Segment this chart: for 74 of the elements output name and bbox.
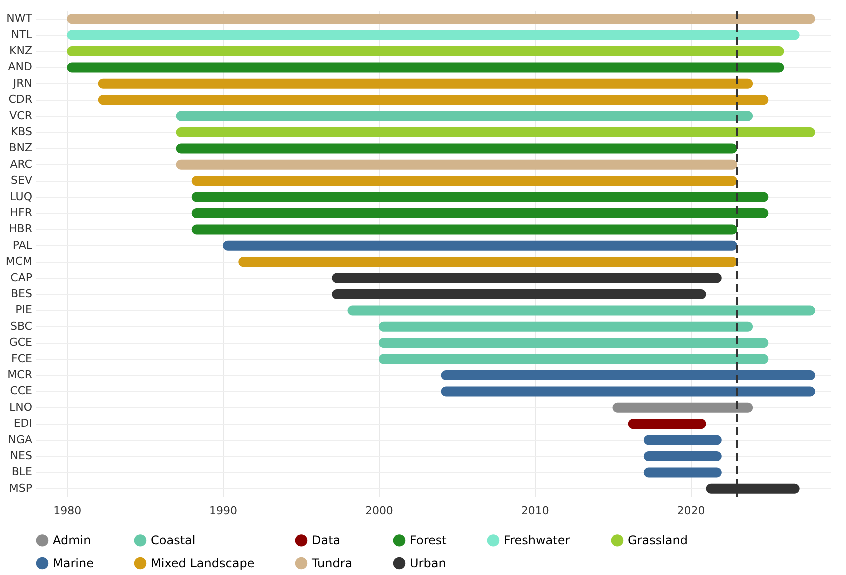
y-tick-label: EDI: [14, 417, 32, 430]
y-tick-label: CCE: [10, 384, 33, 398]
legend-label: Data: [312, 534, 341, 548]
y-tick-label: NWT: [6, 12, 33, 26]
bar: [192, 208, 769, 218]
bar: [67, 62, 784, 73]
legend-label: Freshwater: [504, 534, 570, 548]
bar: [644, 468, 722, 478]
bar: [176, 128, 816, 138]
y-tick-label: SEV: [11, 174, 33, 188]
y-tick-label: CDR: [8, 93, 33, 106]
bar: [192, 192, 769, 202]
y-tick-label: VCR: [10, 109, 33, 122]
y-tick-label: GCE: [9, 336, 33, 350]
y-tick-label: LUQ: [10, 190, 33, 204]
bar: [176, 144, 738, 154]
legend-label: Coastal: [151, 534, 196, 548]
y-tick-label: LNO: [9, 400, 33, 414]
y-tick-label: BLE: [12, 466, 33, 479]
y-tick-label: JRN: [12, 76, 32, 90]
y-tick-label: PIE: [16, 304, 33, 317]
y-tick-label: BES: [11, 288, 33, 300]
bar: [98, 95, 769, 106]
bar: [644, 435, 722, 446]
y-tick-label: KNZ: [10, 44, 33, 58]
legend-label: Urban: [410, 556, 446, 570]
bar: [378, 322, 754, 332]
y-tick-label: FCE: [12, 352, 33, 366]
bar: [628, 419, 706, 430]
bar: [98, 78, 754, 89]
bar: [67, 46, 784, 56]
legend-label: Marine: [53, 556, 94, 570]
bar: [192, 224, 738, 235]
y-tick-label: HFR: [10, 206, 33, 220]
x-tick-label: 2000: [365, 504, 394, 518]
x-tick-label: 1980: [54, 504, 82, 518]
y-tick-label: NTL: [11, 28, 34, 42]
bar: [192, 176, 738, 186]
legend-label: Admin: [53, 534, 92, 548]
legend-label: Tundra: [311, 556, 353, 570]
y-tick-label: BNZ: [9, 142, 33, 155]
bar: [441, 370, 816, 380]
bar: [332, 290, 706, 300]
legend-label: Mixed Landscape: [151, 556, 255, 570]
bar: [348, 306, 816, 316]
x-tick-label: 1990: [210, 504, 238, 518]
y-tick-label: PAL: [12, 238, 34, 252]
bar: [223, 240, 738, 251]
bar: [67, 30, 800, 40]
bar: [378, 354, 769, 364]
bar: [238, 257, 738, 268]
y-tick-label: ARC: [10, 158, 33, 171]
y-tick-label: NES: [10, 450, 33, 462]
bar: [176, 160, 738, 170]
bar: [67, 14, 816, 24]
y-tick-label: SBC: [10, 320, 33, 333]
y-tick-label: KBS: [10, 126, 33, 138]
y-tick-label: CAP: [10, 271, 33, 284]
legend-label: Forest: [410, 534, 448, 548]
y-tick-label: MCM: [6, 255, 32, 268]
x-tick-label: 2020: [677, 504, 706, 518]
y-tick-label: NGA: [8, 433, 33, 446]
y-tick-label: MSP: [9, 482, 33, 495]
bar: [644, 452, 722, 462]
y-tick-label: AND: [8, 60, 32, 74]
legend-label: Grassland: [628, 534, 688, 548]
bar: [176, 111, 754, 122]
y-tick-label: MCR: [8, 368, 33, 382]
bar: [441, 386, 816, 397]
bar: [332, 273, 722, 284]
x-tick-label: 2010: [521, 504, 550, 518]
bar: [612, 402, 754, 413]
y-tick-label: HBR: [9, 222, 33, 236]
bar: [378, 338, 769, 348]
